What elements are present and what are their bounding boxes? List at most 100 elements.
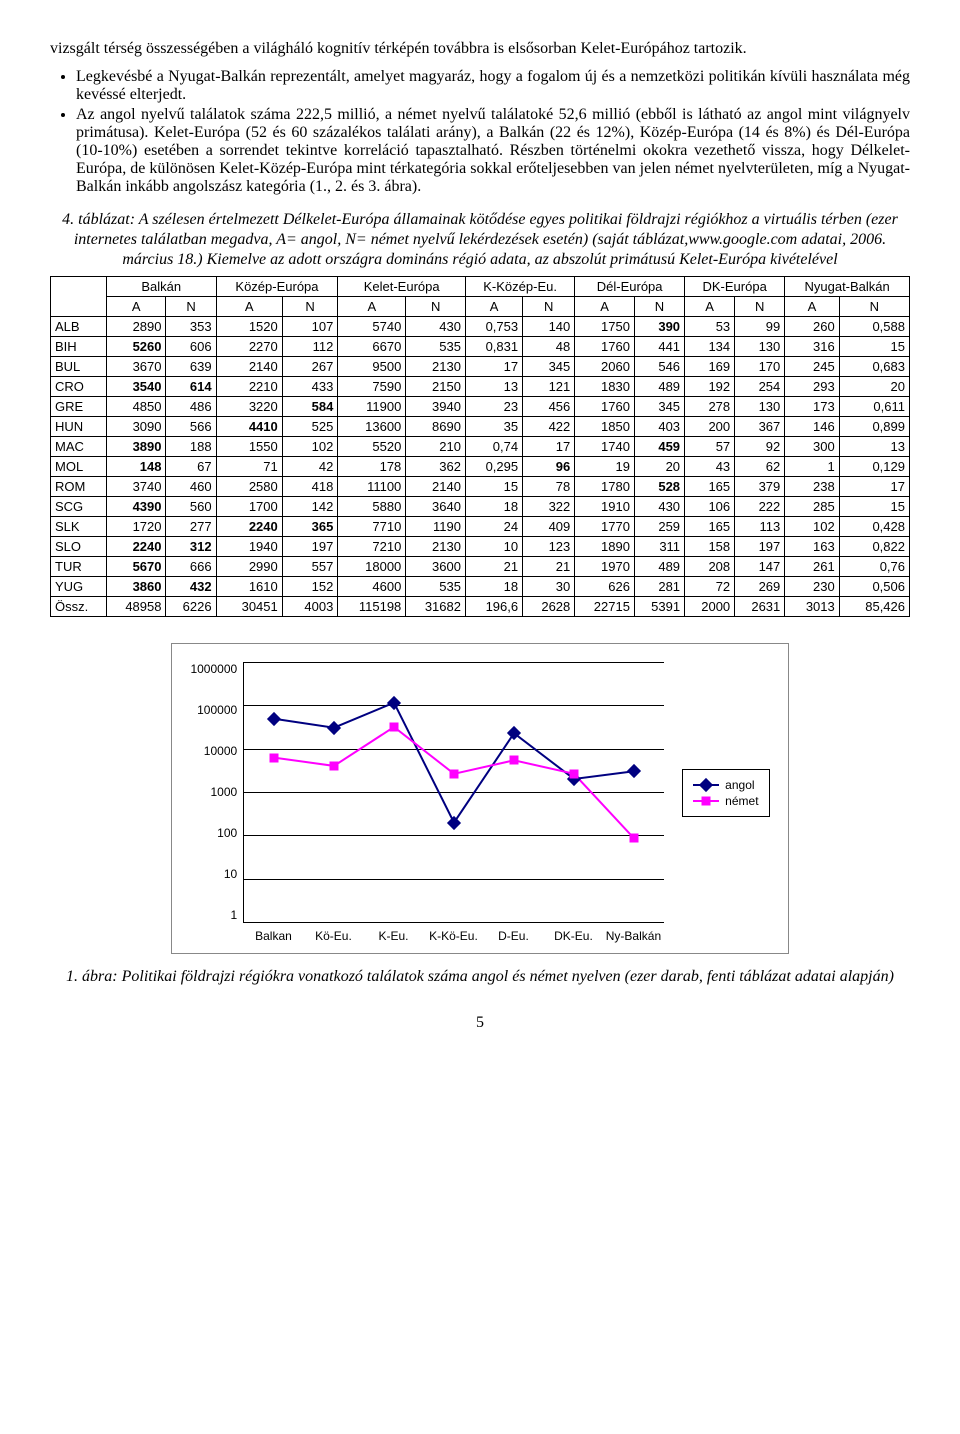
row-label: MAC: [51, 437, 107, 457]
table-cell: 1: [785, 457, 839, 477]
table-cell: 528: [634, 477, 684, 497]
table-cell: 173: [785, 397, 839, 417]
table-cell: 13600: [338, 417, 406, 437]
table-cell: 285: [785, 497, 839, 517]
y-tick-label: 100000: [197, 703, 237, 717]
table-cell: 3890: [106, 437, 166, 457]
row-label: BUL: [51, 357, 107, 377]
row-label: Össz.: [51, 597, 107, 617]
table-cell: 489: [634, 557, 684, 577]
y-tick-label: 1: [230, 908, 237, 922]
col-group: Balkán: [106, 277, 216, 297]
table-cell: 2631: [735, 597, 785, 617]
table-cell: 123: [523, 537, 575, 557]
table-cell: 22715: [575, 597, 635, 617]
table-cell: 3220: [216, 397, 282, 417]
table-cell: 1740: [575, 437, 635, 457]
col-sub: A: [785, 297, 839, 317]
table-cell: 196,6: [465, 597, 522, 617]
table-cell: 489: [634, 377, 684, 397]
table-cell: 430: [406, 317, 466, 337]
table-cell: 0,76: [839, 557, 909, 577]
table-cell: 115198: [338, 597, 406, 617]
table-cell: 1850: [575, 417, 635, 437]
table-cell: 113: [735, 517, 785, 537]
col-group: Nyugat-Balkán: [785, 277, 910, 297]
x-tick-label: K-Kö-Eu.: [423, 929, 483, 943]
table-cell: 259: [634, 517, 684, 537]
table-row: ROM3740460258041811100214015781780528165…: [51, 477, 910, 497]
table-cell: 18: [465, 497, 522, 517]
table-cell: 1760: [575, 397, 635, 417]
table-cell: 210: [406, 437, 466, 457]
table-cell: 15: [839, 337, 909, 357]
table-row: SCG4390560170014258803640183221910430106…: [51, 497, 910, 517]
table-cell: 18: [465, 577, 522, 597]
table-cell: 2628: [523, 597, 575, 617]
row-label: GRE: [51, 397, 107, 417]
col-group: K-Közép-Eu.: [465, 277, 574, 297]
table-cell: 535: [406, 577, 466, 597]
col-group: DK-Európa: [685, 277, 785, 297]
table-row: HUN3090566441052513600869035422185040320…: [51, 417, 910, 437]
table-cell: 260: [785, 317, 839, 337]
table-cell: 560: [166, 497, 216, 517]
table-cell: 0,588: [839, 317, 909, 337]
table-cell: 2890: [106, 317, 166, 337]
table-cell: 379: [735, 477, 785, 497]
table-cell: 626: [575, 577, 635, 597]
table-cell: 20: [839, 377, 909, 397]
page-number: 5: [50, 1014, 910, 1032]
bullet-item: Az angol nyelvű találatok száma 222,5 mi…: [76, 106, 910, 196]
table-cell: 1770: [575, 517, 635, 537]
chart-marker: [330, 761, 339, 770]
legend-label: angol: [725, 778, 754, 792]
series-line-angol: [274, 703, 634, 823]
chart-lines: [244, 662, 664, 922]
chart-marker: [630, 834, 639, 843]
col-sub: A: [338, 297, 406, 317]
x-tick-label: K-Eu.: [363, 929, 423, 943]
table-cell: 557: [282, 557, 338, 577]
table-cell: 2240: [106, 537, 166, 557]
chart-marker: [510, 756, 519, 765]
data-table: Balkán Közép-Európa Kelet-Európa K-Közép…: [50, 276, 910, 617]
table-cell: 10: [465, 537, 522, 557]
table-cell: 0,822: [839, 537, 909, 557]
table-cell: 2240: [216, 517, 282, 537]
table-cell: 277: [166, 517, 216, 537]
table-cell: 1940: [216, 537, 282, 557]
col-group: Közép-Európa: [216, 277, 338, 297]
col-sub: A: [575, 297, 635, 317]
row-label: SLO: [51, 537, 107, 557]
table-cell: 3013: [785, 597, 839, 617]
table-cell: 102: [785, 517, 839, 537]
table-cell: 192: [685, 377, 735, 397]
table-cell: 0,899: [839, 417, 909, 437]
table-cell: 245: [785, 357, 839, 377]
table-cell: 4003: [282, 597, 338, 617]
table-cell: 345: [523, 357, 575, 377]
y-tick-label: 10000: [204, 744, 237, 758]
table-cell: 433: [282, 377, 338, 397]
table-cell: 456: [523, 397, 575, 417]
table-cell: 322: [523, 497, 575, 517]
bullet-list: Legkevésbé a Nyugat-Balkán reprezentált,…: [50, 68, 910, 196]
table-cell: 0,753: [465, 317, 522, 337]
table-cell: 19: [575, 457, 635, 477]
x-tick-label: Ny-Balkán: [603, 929, 663, 943]
table-cell: 11100: [338, 477, 406, 497]
col-sub: N: [166, 297, 216, 317]
table-cell: 3640: [406, 497, 466, 517]
table-cell: 165: [685, 477, 735, 497]
table-cell: 30: [523, 577, 575, 597]
table-cell: 230: [785, 577, 839, 597]
col-sub: N: [735, 297, 785, 317]
table-cell: 1610: [216, 577, 282, 597]
table-cell: 62: [735, 457, 785, 477]
table-cell: 345: [634, 397, 684, 417]
table-cell: 13: [839, 437, 909, 457]
table-cell: 134: [685, 337, 735, 357]
header-row-sub: ANANANANANANAN: [51, 297, 910, 317]
table-cell: 5880: [338, 497, 406, 517]
